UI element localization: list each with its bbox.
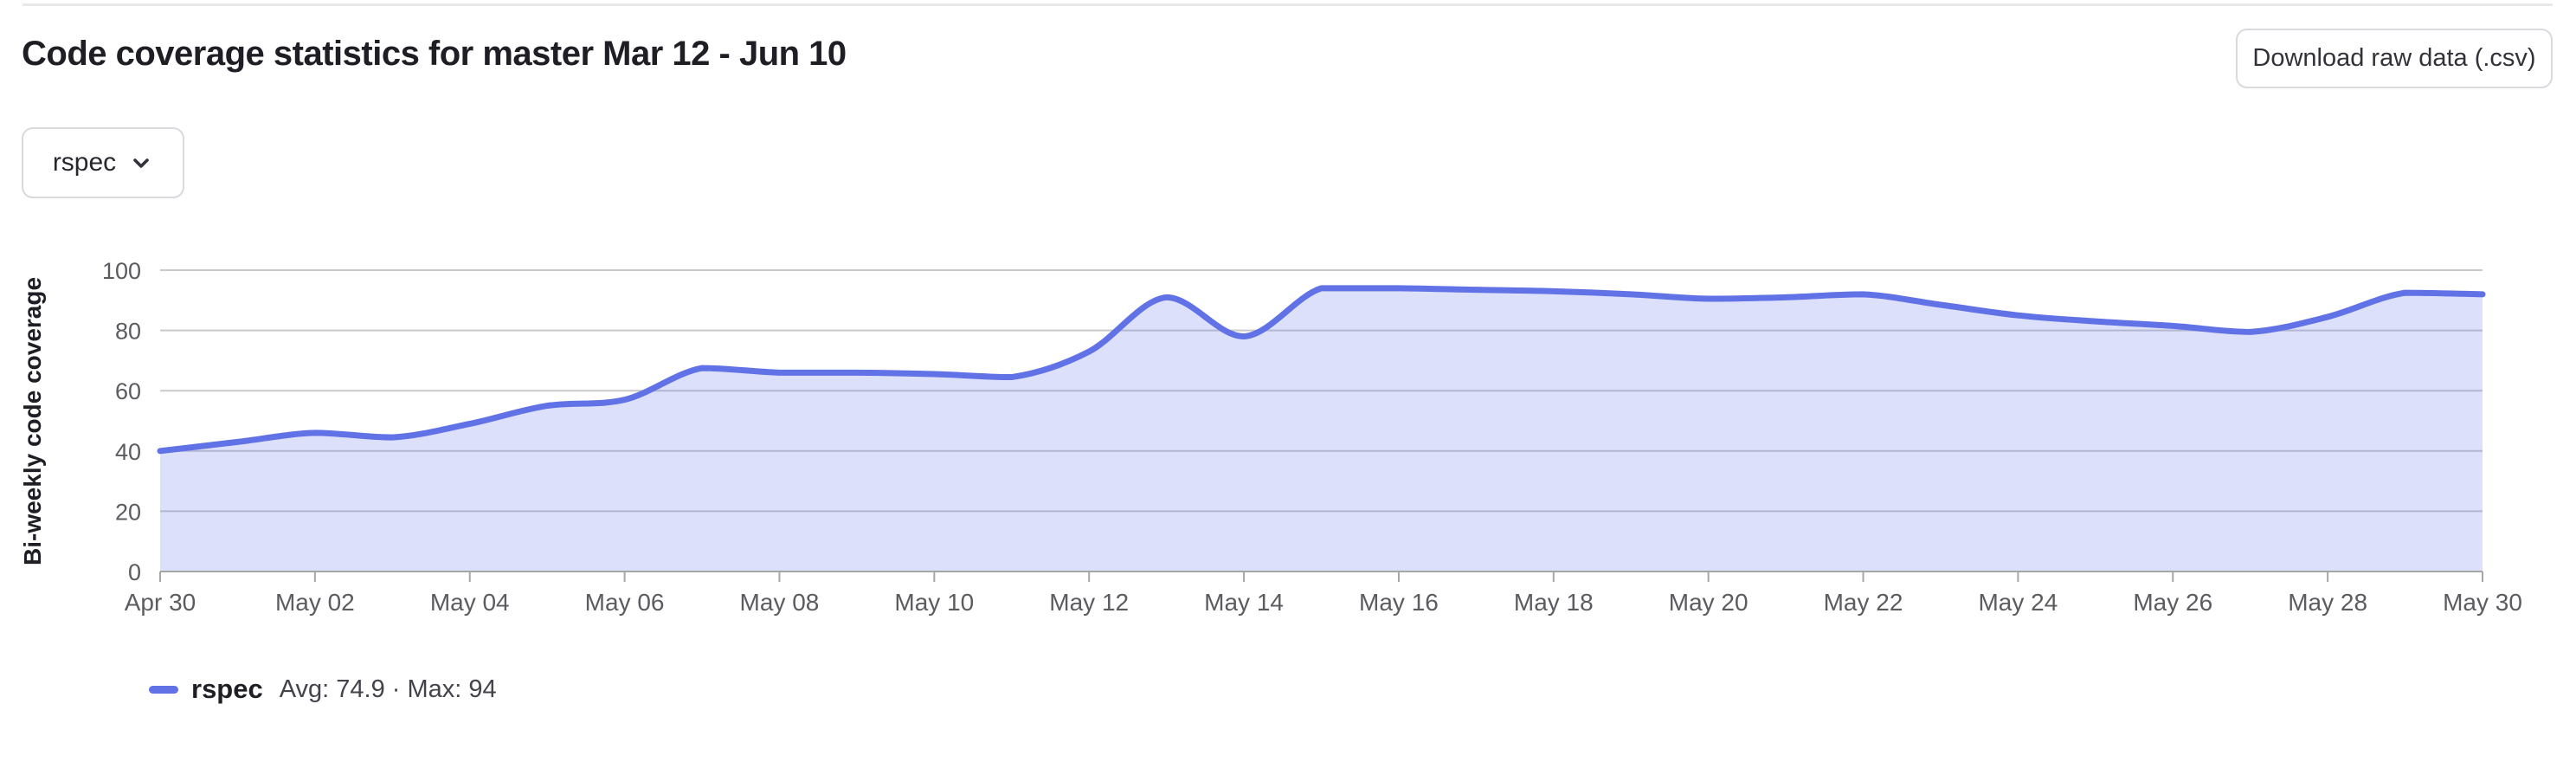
x-axis-label: May 16 — [1359, 589, 1439, 616]
x-axis-label: May 26 — [2133, 589, 2212, 616]
y-axis-label: 100 — [102, 260, 141, 284]
y-axis-label: 80 — [115, 319, 141, 345]
legend-series-stats: Avg: 74.9 · Max: 94 — [279, 675, 497, 703]
y-axis-label: 0 — [128, 559, 141, 585]
download-csv-button[interactable]: Download raw data (.csv) — [2236, 29, 2553, 88]
x-axis-label: May 12 — [1049, 589, 1129, 616]
x-axis-label: May 10 — [894, 589, 974, 616]
y-axis-label: 40 — [115, 439, 141, 465]
legend-series-name: rspec — [191, 674, 263, 704]
x-axis-label: May 08 — [740, 589, 820, 616]
x-axis-label: May 24 — [1978, 589, 2058, 616]
x-axis-label: Apr 30 — [125, 589, 196, 616]
series-line — [157, 285, 2486, 455]
x-axis-label: May 14 — [1204, 589, 1284, 616]
x-axis-label: May 06 — [585, 589, 665, 616]
x-axis-label: May 02 — [275, 589, 355, 616]
y-axis-label: 20 — [115, 499, 141, 525]
y-axis-label: 60 — [115, 378, 141, 404]
chart-canvas[interactable]: Apr 30 May 02 May 04 May 06 May 08 May 10 May … — [0, 258, 2576, 632]
metric-dropdown[interactable]: rspec — [22, 127, 184, 198]
page-title: Code coverage statistics for master Mar … — [22, 35, 847, 73]
x-axis-label: May 20 — [1669, 589, 1748, 616]
x-axis-label: May 28 — [2288, 589, 2367, 616]
x-axis-label: May 22 — [1824, 589, 1903, 616]
metric-dropdown-value: rspec — [52, 148, 117, 177]
coverage-chart: Apr 30 May 02 May 04 May 06 May 08 May 10 May … — [0, 258, 2576, 632]
download-csv-button-label: Download raw data (.csv) — [2252, 44, 2536, 72]
chevron-down-icon — [133, 158, 149, 168]
x-axis-label: May 04 — [430, 589, 510, 616]
x-axis-label: May 30 — [2443, 589, 2522, 616]
chart-legend[interactable]: rspec Avg: 74.9 · Max: 94 — [149, 668, 497, 710]
x-axis-label: May 18 — [1514, 589, 1594, 616]
series-area — [160, 287, 2483, 572]
legend-swatch — [149, 685, 178, 694]
top-divider — [23, 3, 2553, 6]
